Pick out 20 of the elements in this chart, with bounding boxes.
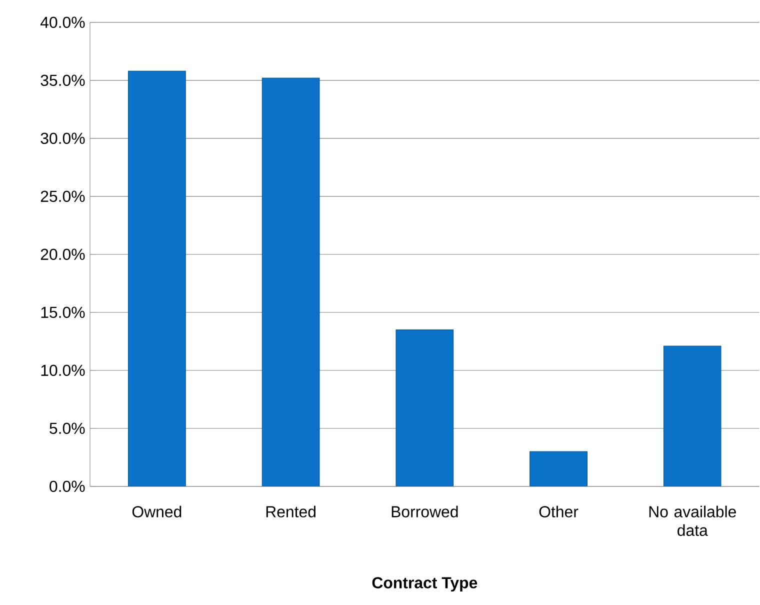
y-tick-label: 40.0%: [40, 16, 85, 28]
bar: [262, 78, 320, 486]
x-tick-label: Owned: [132, 506, 182, 518]
x-tick-label: Other: [539, 506, 578, 518]
y-tick-label: 0.0%: [50, 480, 85, 492]
y-tick-label: 25.0%: [40, 190, 85, 202]
y-tick-label: 20.0%: [40, 248, 85, 260]
bar: [663, 346, 722, 486]
y-tick-label: 5.0%: [50, 422, 85, 434]
bar: [128, 70, 186, 486]
bar: [396, 329, 454, 486]
x-tick-label: Borrowed: [392, 506, 458, 518]
y-tick-label: 10.0%: [41, 364, 85, 376]
y-tick-label: 30.0%: [40, 132, 85, 144]
y-tick-label: 35.0%: [40, 74, 85, 86]
x-tick-label: Rented: [266, 506, 316, 518]
x-tick-label: No available data: [649, 506, 736, 536]
bar: [530, 451, 588, 486]
y-tick-label: 15.0%: [41, 306, 85, 318]
x-axis-title: Contract Type: [372, 577, 478, 592]
